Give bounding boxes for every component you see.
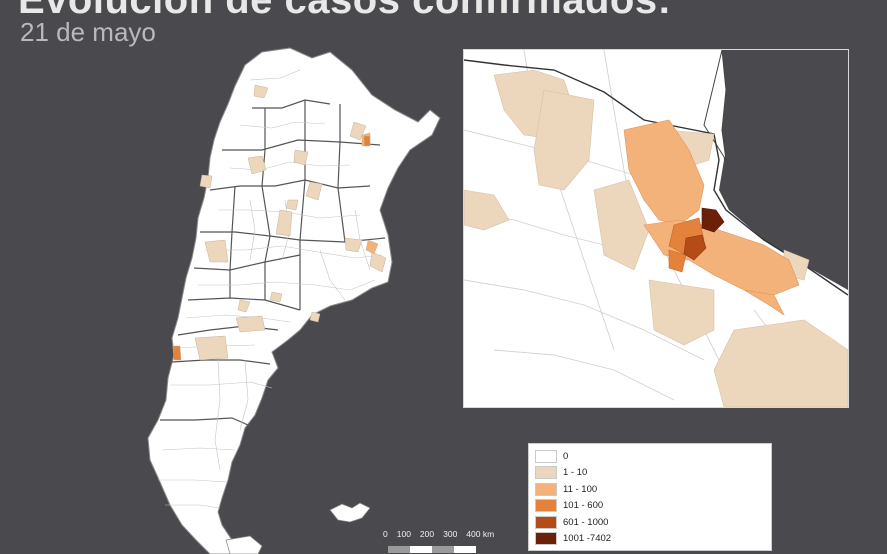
falkland-islands-shape [329, 502, 371, 523]
map-date-subtitle: 21 de mayo [20, 17, 156, 47]
legend-label: 1 - 10 [563, 467, 588, 479]
scale-label: 200 [419, 529, 435, 539]
legend-label: 11 - 100 [563, 483, 598, 495]
legend-row-3: 101 - 600 [535, 498, 765, 515]
inset-capital-cases [701, 207, 725, 233]
map-title: Evolución de casos confirmados: [18, 0, 672, 22]
scale-bar-segment [454, 546, 476, 553]
legend-swatch-1 [535, 466, 557, 480]
legend-row-2: 11 - 100 [535, 481, 765, 498]
scale-labels: 0 100 200 300 400 km [383, 529, 495, 539]
scale-label: 100 [396, 529, 411, 539]
legend-swatch-4 [535, 515, 557, 529]
map-legend: 0 1 - 10 11 - 100 101 - 600 601 - 1000 1… [528, 443, 772, 551]
river-plate-water-shape [719, 50, 848, 290]
case-districts [172, 84, 387, 361]
tierra-del-fuego-shape [225, 535, 263, 554]
scale-label: 0 [383, 529, 388, 539]
inset-low-cases [464, 69, 848, 407]
scale-bar-segment [388, 546, 410, 553]
scale-label: 400 km [466, 529, 495, 539]
legend-label: 0 [563, 450, 569, 462]
legend-label: 101 - 600 [563, 500, 604, 512]
legend-row-0: 0 [535, 448, 765, 465]
legend-swatch-3 [535, 499, 557, 513]
scale-label: 300 [443, 529, 458, 539]
inset-very-high-cases [683, 234, 707, 261]
district-borders [158, 69, 383, 509]
legend-label: 1001 -7402 [563, 533, 612, 545]
legend-swatch-0 [535, 449, 557, 463]
legend-swatch-5 [535, 532, 557, 546]
argentina-country-shape [147, 47, 441, 554]
inset-map-svg [464, 50, 848, 407]
legend-label: 601 - 1000 [563, 516, 609, 528]
legend-row-5: 1001 -7402 [535, 531, 765, 548]
scale-bar-segment [432, 546, 454, 553]
legend-swatch-2 [535, 482, 557, 496]
scale-bar-segment [410, 546, 432, 553]
legend-row-1: 1 - 10 [535, 465, 765, 482]
legend-row-4: 601 - 1000 [535, 514, 765, 531]
inset-map-buenos-aires [463, 49, 849, 408]
